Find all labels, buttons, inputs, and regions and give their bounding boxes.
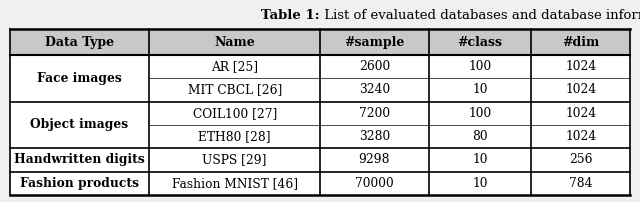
Text: List of evaluated databases and database information.: List of evaluated databases and database… bbox=[320, 9, 640, 22]
Text: #class: #class bbox=[458, 36, 502, 49]
Bar bbox=[10, 78, 630, 102]
Text: 3280: 3280 bbox=[358, 130, 390, 143]
Text: 1024: 1024 bbox=[565, 60, 596, 73]
Text: 1024: 1024 bbox=[565, 83, 596, 97]
Text: Name: Name bbox=[214, 36, 255, 49]
Bar bbox=[10, 125, 630, 148]
Text: Object images: Object images bbox=[30, 118, 129, 132]
Text: 100: 100 bbox=[468, 60, 492, 73]
Text: 1024: 1024 bbox=[565, 107, 596, 120]
Text: #dim: #dim bbox=[562, 36, 600, 49]
Text: 9298: 9298 bbox=[358, 154, 390, 166]
Bar bbox=[10, 55, 630, 78]
Text: 2600: 2600 bbox=[358, 60, 390, 73]
Bar bbox=[10, 148, 630, 172]
Text: 256: 256 bbox=[569, 154, 593, 166]
Text: 7200: 7200 bbox=[359, 107, 390, 120]
Text: COIL100 [27]: COIL100 [27] bbox=[193, 107, 276, 120]
Text: 80: 80 bbox=[472, 130, 488, 143]
Text: 3240: 3240 bbox=[358, 83, 390, 97]
Text: Fashion products: Fashion products bbox=[20, 177, 139, 190]
Text: Handwritten digits: Handwritten digits bbox=[14, 154, 145, 166]
Text: 70000: 70000 bbox=[355, 177, 394, 190]
Text: Face images: Face images bbox=[37, 72, 122, 85]
Text: MIT CBCL [26]: MIT CBCL [26] bbox=[188, 83, 282, 97]
Text: 10: 10 bbox=[472, 83, 488, 97]
Bar bbox=[10, 172, 630, 195]
Text: 1024: 1024 bbox=[565, 130, 596, 143]
Text: Table 1:: Table 1: bbox=[261, 9, 320, 22]
Bar bbox=[10, 102, 630, 125]
Bar bbox=[10, 29, 630, 55]
Text: 10: 10 bbox=[472, 154, 488, 166]
Text: Data Type: Data Type bbox=[45, 36, 114, 49]
Text: 784: 784 bbox=[569, 177, 593, 190]
Text: ETH80 [28]: ETH80 [28] bbox=[198, 130, 271, 143]
Text: 100: 100 bbox=[468, 107, 492, 120]
Text: 10: 10 bbox=[472, 177, 488, 190]
Text: #sample: #sample bbox=[344, 36, 404, 49]
Text: USPS [29]: USPS [29] bbox=[202, 154, 267, 166]
Text: Fashion MNIST [46]: Fashion MNIST [46] bbox=[172, 177, 298, 190]
Text: AR [25]: AR [25] bbox=[211, 60, 258, 73]
